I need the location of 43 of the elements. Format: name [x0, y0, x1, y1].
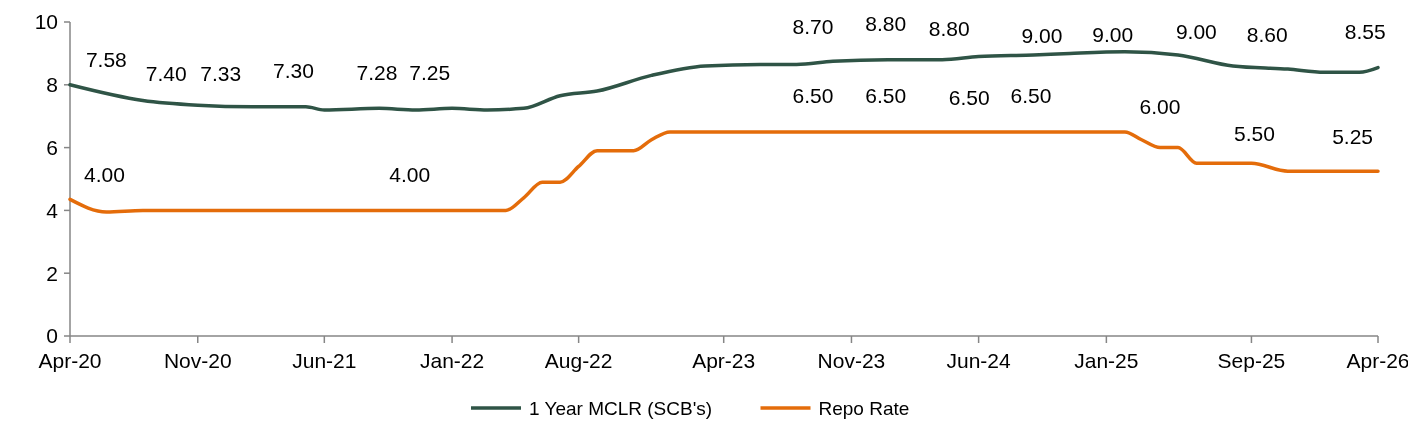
annotation: 6.50 — [865, 84, 907, 108]
annotation: 8.55 — [1344, 19, 1386, 43]
annotation: 5.25 — [1332, 124, 1373, 148]
y-tick-label: 2 — [46, 261, 58, 285]
annotation: 8.80 — [928, 16, 970, 40]
x-tick-label: Nov-23 — [817, 349, 886, 372]
annotation: 8.80 — [865, 11, 907, 35]
line-series — [68, 50, 1380, 112]
annotation: 7.58 — [85, 48, 127, 72]
x-tick-label: Jun-21 — [292, 349, 357, 372]
annotation: 8.60 — [1246, 22, 1288, 46]
y-tick-label: 6 — [46, 135, 58, 159]
annotation: 6.50 — [1010, 84, 1052, 108]
annotation: 6.00 — [1139, 95, 1181, 119]
x-tick-label: Apr-20 — [38, 349, 102, 372]
x-tick-label: Jan-22 — [419, 349, 485, 372]
annotation: 6.50 — [792, 84, 834, 108]
y-tick-label: 8 — [46, 73, 58, 97]
x-tick-label: Apr-23 — [692, 349, 756, 372]
annotation: 9.00 — [1175, 19, 1217, 43]
annotation: 4.00 — [84, 162, 125, 186]
annotation: 7.30 — [273, 59, 314, 83]
x-tick-label: Apr-26 — [1346, 349, 1410, 372]
x-tick-label: Jun-24 — [946, 349, 1012, 372]
annotation: 8.70 — [792, 15, 834, 39]
y-tick-label: 4 — [46, 198, 59, 222]
x-tick-label: Nov-20 — [163, 349, 232, 372]
x-tick-label: Aug-22 — [544, 349, 613, 372]
x-tick-label: Jan-25 — [1074, 349, 1139, 372]
legend-label: Repo Rate — [818, 397, 910, 419]
annotation: 4.00 — [389, 162, 431, 186]
annotation: 5.50 — [1234, 121, 1275, 145]
annotation: 7.28 — [356, 60, 398, 84]
annotation: 6.50 — [948, 85, 990, 109]
y-tick-label: 0 — [46, 324, 58, 348]
annotation: 7.40 — [145, 62, 187, 86]
x-tick-label: Sep-25 — [1217, 349, 1286, 372]
legend-label: 1 Year MCLR (SCB's) — [529, 397, 713, 419]
annotation: 7.25 — [409, 60, 451, 84]
annotation: 9.00 — [1092, 22, 1134, 46]
annotation: 7.33 — [200, 62, 242, 86]
annotation: 9.00 — [1021, 24, 1063, 48]
y-tick-label: 10 — [34, 10, 58, 34]
